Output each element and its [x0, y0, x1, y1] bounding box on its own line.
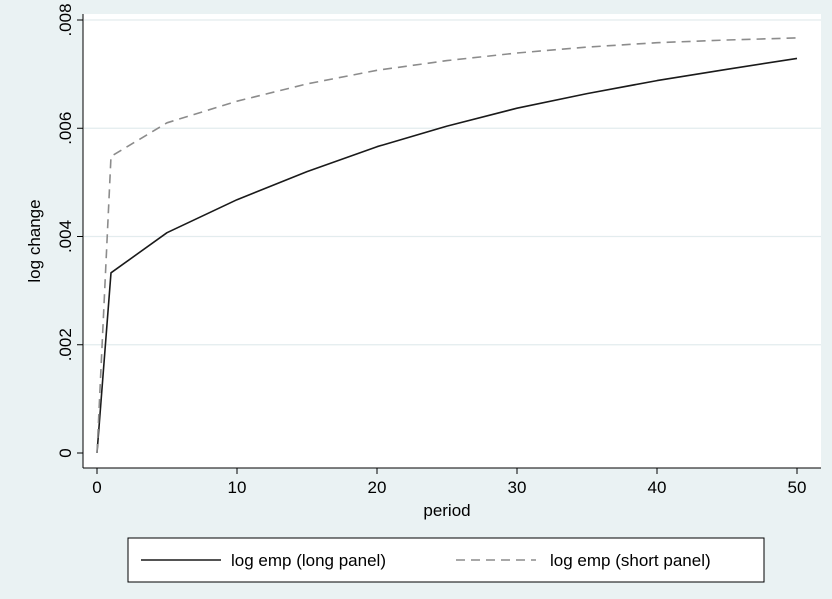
legend-box [127, 537, 765, 583]
series-line-long-panel [96, 57, 798, 454]
y-tick-label: .006 [56, 112, 75, 145]
y-tick-label: .004 [56, 220, 75, 253]
plot-area [83, 14, 821, 468]
y-tick-label: .008 [56, 3, 75, 36]
series-line-short-panel [96, 37, 798, 454]
y-tick-label: .002 [56, 328, 75, 361]
x-tick-label: 40 [648, 478, 667, 497]
legend: log emp (long panel) log emp (short pane… [127, 537, 765, 583]
y-tick-label: 0 [56, 448, 75, 457]
series-lines [96, 37, 798, 454]
gridlines [84, 19, 821, 346]
x-tick-label: 50 [788, 478, 807, 497]
legend-label-long-panel: log emp (long panel) [231, 551, 386, 570]
x-tick-label: 30 [508, 478, 527, 497]
axes: 0 .002 .004 .006 .008 0 10 20 30 40 50 [56, 3, 821, 497]
x-tick-label: 20 [368, 478, 387, 497]
y-axis-title: log change [25, 199, 44, 282]
x-axis-title: period [423, 501, 470, 520]
legend-label-short-panel: log emp (short panel) [550, 551, 711, 570]
x-tick-label: 10 [228, 478, 247, 497]
x-tick-label: 0 [92, 478, 101, 497]
